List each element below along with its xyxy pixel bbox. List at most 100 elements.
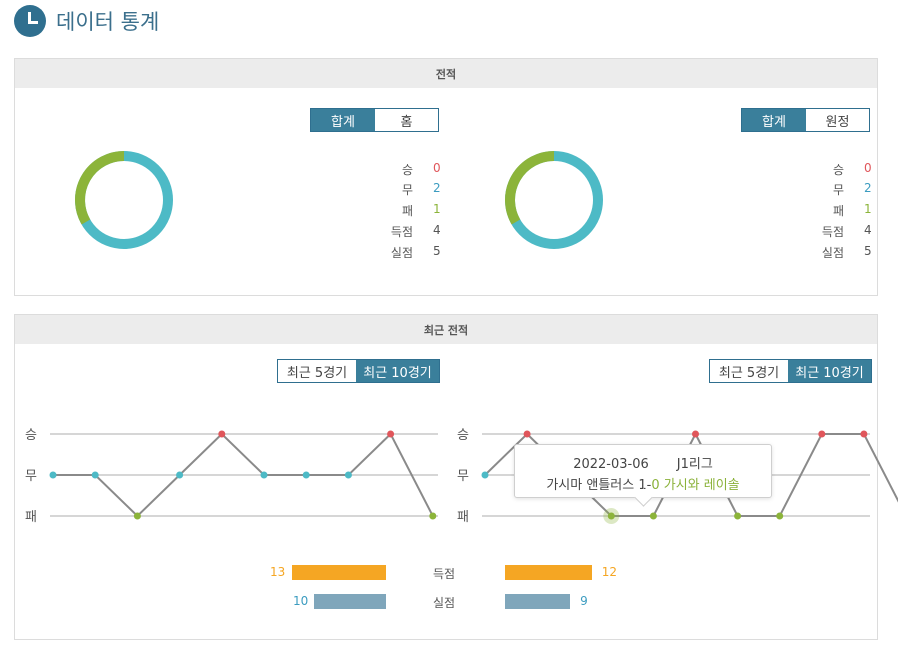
form-point-d[interactable] — [302, 471, 310, 479]
stat-label: 실점 — [390, 246, 413, 260]
y-axis-label: 무 — [457, 469, 469, 484]
goals-label: 득점 — [433, 567, 456, 581]
stat-row-conceded: 실점 5 — [363, 244, 443, 261]
form-point-l[interactable] — [649, 512, 657, 520]
stat-label: 무 — [832, 183, 844, 197]
stat-value: 5 — [864, 244, 872, 258]
stat-label: 득점 — [390, 225, 413, 239]
form-point-d[interactable] — [49, 471, 57, 479]
y-axis-label: 승 — [25, 428, 37, 443]
stat-label: 승 — [401, 163, 413, 177]
stat-label: 패 — [401, 204, 413, 218]
tab-recent-5[interactable]: 최근 5경기 — [710, 360, 788, 382]
stat-value: 0 — [864, 161, 872, 175]
form-point-d[interactable] — [91, 471, 99, 479]
tab-total-away[interactable]: 합계 — [742, 109, 806, 131]
tab-home[interactable]: 홈 — [375, 109, 438, 131]
away-conceded-bar — [505, 594, 571, 609]
tab-total-home[interactable]: 합계 — [311, 109, 375, 131]
home-record-donut — [75, 151, 173, 249]
page-title: 데이터 통계 — [56, 10, 160, 34]
conceded-label: 실점 — [433, 596, 456, 610]
away-goals-bar — [505, 565, 592, 580]
tooltip-league: J1리그 — [676, 457, 713, 472]
form-point-w[interactable] — [818, 430, 826, 438]
away-recent-tabs: 최근 5경기 최근 10경기 — [709, 359, 872, 383]
stat-label: 패 — [832, 204, 844, 218]
form-point-l[interactable] — [607, 512, 615, 520]
home-recent-tabs: 최근 5경기 최근 10경기 — [277, 359, 440, 383]
stat-row-goals: 득점 4 — [363, 223, 443, 240]
tooltip-score-away: 0 — [651, 478, 660, 493]
page-header: 데이터 통계 — [14, 4, 159, 38]
away-tabs: 합계 원정 — [741, 108, 870, 132]
stat-value: 1 — [433, 202, 441, 216]
tab-recent-5[interactable]: 최근 5경기 — [278, 360, 356, 382]
stat-value: 1 — [864, 202, 872, 216]
home-conceded-bar — [313, 594, 386, 609]
tab-recent-10[interactable]: 최근 10경기 — [356, 360, 439, 382]
home-form-line — [53, 432, 434, 518]
donut-loss-arc — [75, 151, 125, 225]
y-axis-label: 무 — [25, 469, 37, 484]
y-axis-label: 패 — [25, 510, 37, 525]
clock-icon — [14, 5, 46, 37]
away-goals-value: 12 — [601, 565, 618, 579]
stat-value: 5 — [433, 244, 441, 258]
form-point-w[interactable] — [692, 430, 699, 438]
tooltip-score-home: 1 — [638, 478, 647, 493]
form-point-d[interactable] — [260, 471, 268, 479]
tooltip-away-team: 가시와 레이솔 — [663, 478, 740, 493]
stat-row-goals: 득점 4 — [794, 223, 874, 240]
y-axis-label: 승 — [457, 428, 469, 443]
form-point-w[interactable] — [218, 430, 226, 438]
form-point-d[interactable] — [176, 471, 184, 479]
home-form-points — [49, 430, 437, 520]
form-point-d[interactable] — [344, 471, 352, 479]
form-point-l[interactable] — [776, 512, 784, 520]
grid-lines — [50, 433, 870, 517]
tab-away[interactable]: 원정 — [806, 109, 869, 131]
record-panel-header: 전적 — [15, 59, 877, 88]
y-axis-label: 패 — [457, 510, 469, 525]
tab-recent-10[interactable]: 최근 10경기 — [788, 360, 871, 382]
recent-panel-header: 최근 전적 — [15, 315, 877, 344]
stat-label: 무 — [401, 183, 413, 197]
home-goals-bar — [292, 565, 386, 580]
stat-label: 승 — [832, 163, 844, 177]
form-point-w[interactable] — [523, 430, 531, 438]
y-labels: 승무패 승무패 — [25, 428, 469, 525]
match-tooltip: 2022-03-06 J1리그 가시마 앤틀러스 1-0 가시와 레이솔 — [514, 444, 772, 498]
form-point-w[interactable] — [860, 430, 868, 438]
stat-label: 실점 — [821, 246, 844, 260]
home-tabs: 합계 홈 — [310, 108, 439, 132]
stat-label: 득점 — [821, 225, 844, 239]
stat-value: 2 — [864, 181, 872, 195]
form-point-l[interactable] — [734, 512, 742, 520]
tooltip-match: 가시마 앤틀러스 1-0 가시와 레이솔 — [515, 474, 771, 493]
home-goals-value: 13 — [270, 565, 286, 579]
tooltip-header: 2022-03-06 J1리그 — [515, 453, 771, 472]
form-point-l[interactable] — [133, 512, 141, 520]
stat-row-conceded: 실점 5 — [794, 244, 874, 261]
stat-value: 4 — [433, 223, 441, 237]
home-conceded-value: 10 — [293, 594, 309, 608]
stat-value: 2 — [433, 181, 441, 195]
stat-value: 4 — [864, 223, 872, 237]
form-point-d[interactable] — [481, 471, 489, 479]
tooltip-score-sep: - — [646, 478, 652, 493]
tooltip-date: 2022-03-06 — [573, 457, 649, 472]
donut-loss-arc — [505, 151, 555, 225]
stat-value: 0 — [433, 161, 441, 175]
form-point-w[interactable] — [387, 430, 395, 438]
form-point-l[interactable] — [429, 512, 437, 520]
tooltip-home-team: 가시마 앤틀러스 — [546, 478, 635, 493]
away-conceded-value: 9 — [580, 594, 588, 608]
